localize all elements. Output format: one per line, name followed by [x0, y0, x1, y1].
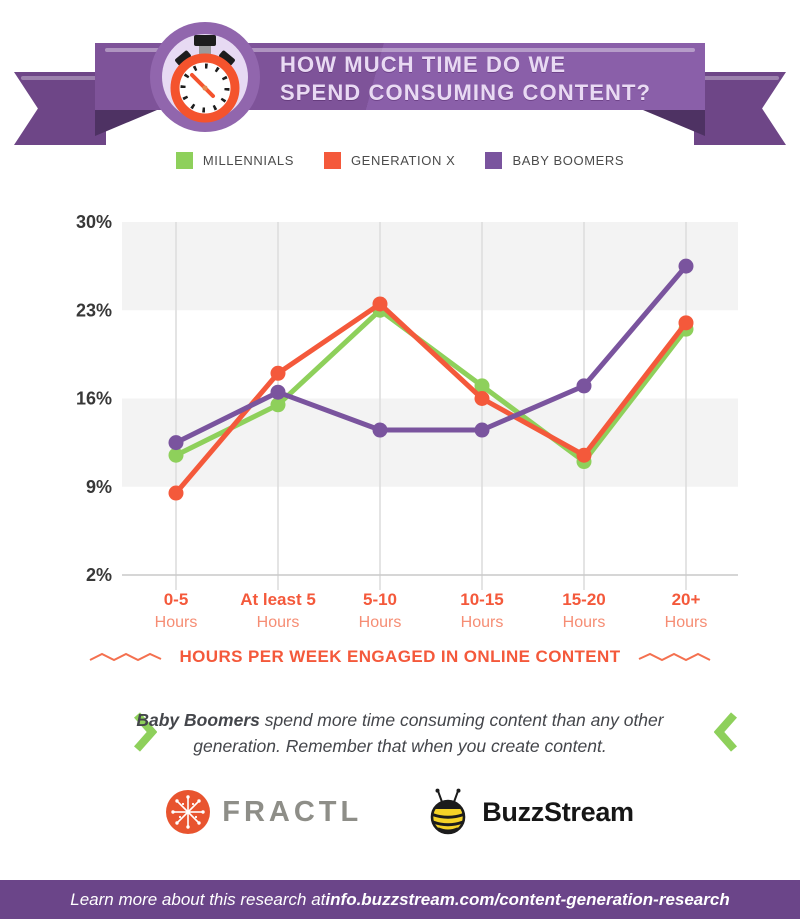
data-point — [270, 365, 286, 381]
data-point — [678, 258, 694, 274]
legend-label: MILLENNIALS — [202, 153, 294, 168]
fractl-logo: FRACTL — [166, 790, 362, 834]
logos-row: FRACTL BuzzStream — [0, 788, 800, 836]
footer-bar: Learn more about this research at info.b… — [0, 880, 800, 919]
line-chart: 30% 23% 16% 9% 2% 0-5 Hours At least 5 Hours 5-10… — [0, 200, 800, 640]
y-tick-label: 9% — [86, 477, 112, 497]
chart-svg: 30% 23% 16% 9% 2% 0-5 Hours At least 5 Hours 5-10… — [76, 212, 738, 631]
data-point — [576, 378, 592, 394]
data-point — [372, 422, 388, 438]
x-tick-label: At least 5 — [240, 590, 316, 609]
legend-label: BABY BOOMERS — [512, 153, 625, 168]
series-line-generation-x — [174, 301, 688, 495]
callout-text: Baby Boomers spend more time consuming c… — [100, 708, 700, 760]
y-tick-label: 30% — [76, 212, 112, 232]
legend-swatch-generation-x — [323, 152, 341, 169]
x-tick-sublabel: Hours — [665, 614, 708, 631]
ribbon-tail-left — [14, 72, 106, 145]
x-tick-label: 5-10 — [363, 590, 397, 609]
y-tick-label: 16% — [76, 389, 112, 409]
chevron-right-icon — [134, 712, 157, 752]
squiggle-right-icon — [638, 652, 710, 662]
x-tick-sublabel: Hours — [359, 614, 402, 631]
fractl-burst-icon — [166, 790, 211, 834]
legend-item-millennials: MILLENNIALS — [175, 152, 294, 169]
y-tick-label: 23% — [76, 300, 112, 320]
data-point — [168, 447, 184, 463]
squiggle-left-icon — [90, 652, 162, 662]
x-tick-sublabel: Hours — [257, 614, 300, 631]
callout-line1-rest: spend more time consuming content than a… — [259, 710, 664, 730]
data-point — [372, 296, 388, 312]
footer-link[interactable]: info.buzzstream.com/content-generation-r… — [325, 889, 730, 909]
data-point — [270, 384, 286, 400]
x-tick-sublabel: Hours — [563, 614, 606, 631]
legend-swatch-millennials — [175, 152, 193, 169]
callout-line2: generation. Remember that when you creat… — [193, 735, 607, 756]
data-point — [678, 315, 694, 331]
callout-bold: Baby Boomers — [136, 710, 260, 730]
x-tick-label: 15-20 — [562, 590, 605, 609]
data-point — [474, 378, 490, 394]
data-point — [168, 485, 184, 501]
y-tick-label: 2% — [86, 565, 112, 585]
stopwatch-icon — [170, 35, 240, 123]
data-point — [270, 397, 286, 413]
x-tick-label: 0-5 — [164, 590, 189, 609]
footer-text: Learn more about this research at — [70, 889, 326, 909]
chevron-left-icon — [714, 712, 737, 752]
fractl-wordmark: FRACTL — [222, 795, 363, 828]
x-tick-sublabel: Hours — [461, 614, 504, 631]
legend-item-generation-x: GENERATION X — [323, 152, 456, 169]
series-line-baby-boomers — [174, 264, 688, 445]
legend-swatch-baby-boomers — [485, 152, 503, 169]
header-banner: HOW MUCH TIME DO WE SPEND CONSUMING CONT… — [0, 0, 800, 160]
x-axis-title-row: HOURS PER WEEK ENGAGED IN ONLINE CONTENT — [0, 647, 800, 667]
page-title-line2: SPEND CONSUMING CONTENT? — [280, 79, 652, 105]
x-tick-label: 20+ — [672, 590, 701, 609]
chart-legend: MILLENNIALS GENERATION X BABY BOOMERS — [0, 152, 800, 169]
x-tick-sublabel: Hours — [155, 614, 198, 631]
data-point — [474, 391, 490, 406]
legend-label: GENERATION X — [350, 153, 456, 168]
bee-icon — [430, 788, 466, 835]
data-point — [168, 435, 184, 451]
buzzstream-logo: BuzzStream — [426, 788, 634, 836]
callout-line1: Baby Boomers spend more time consuming c… — [100, 708, 700, 734]
x-tick-label: 10-15 — [460, 590, 503, 609]
data-point — [474, 422, 490, 438]
legend-item-baby-boomers: BABY BOOMERS — [485, 152, 624, 169]
data-point — [576, 447, 592, 463]
page-title: HOW MUCH TIME DO WE SPEND CONSUMING CONT… — [280, 51, 700, 107]
ribbon-tail-right — [694, 72, 786, 145]
page-title-line1: HOW MUCH TIME DO WE — [280, 52, 567, 77]
plot-band — [122, 222, 738, 311]
buzzstream-wordmark: BuzzStream — [482, 796, 634, 827]
x-axis-title: HOURS PER WEEK ENGAGED IN ONLINE CONTENT — [179, 647, 621, 666]
plot-band — [122, 398, 738, 487]
